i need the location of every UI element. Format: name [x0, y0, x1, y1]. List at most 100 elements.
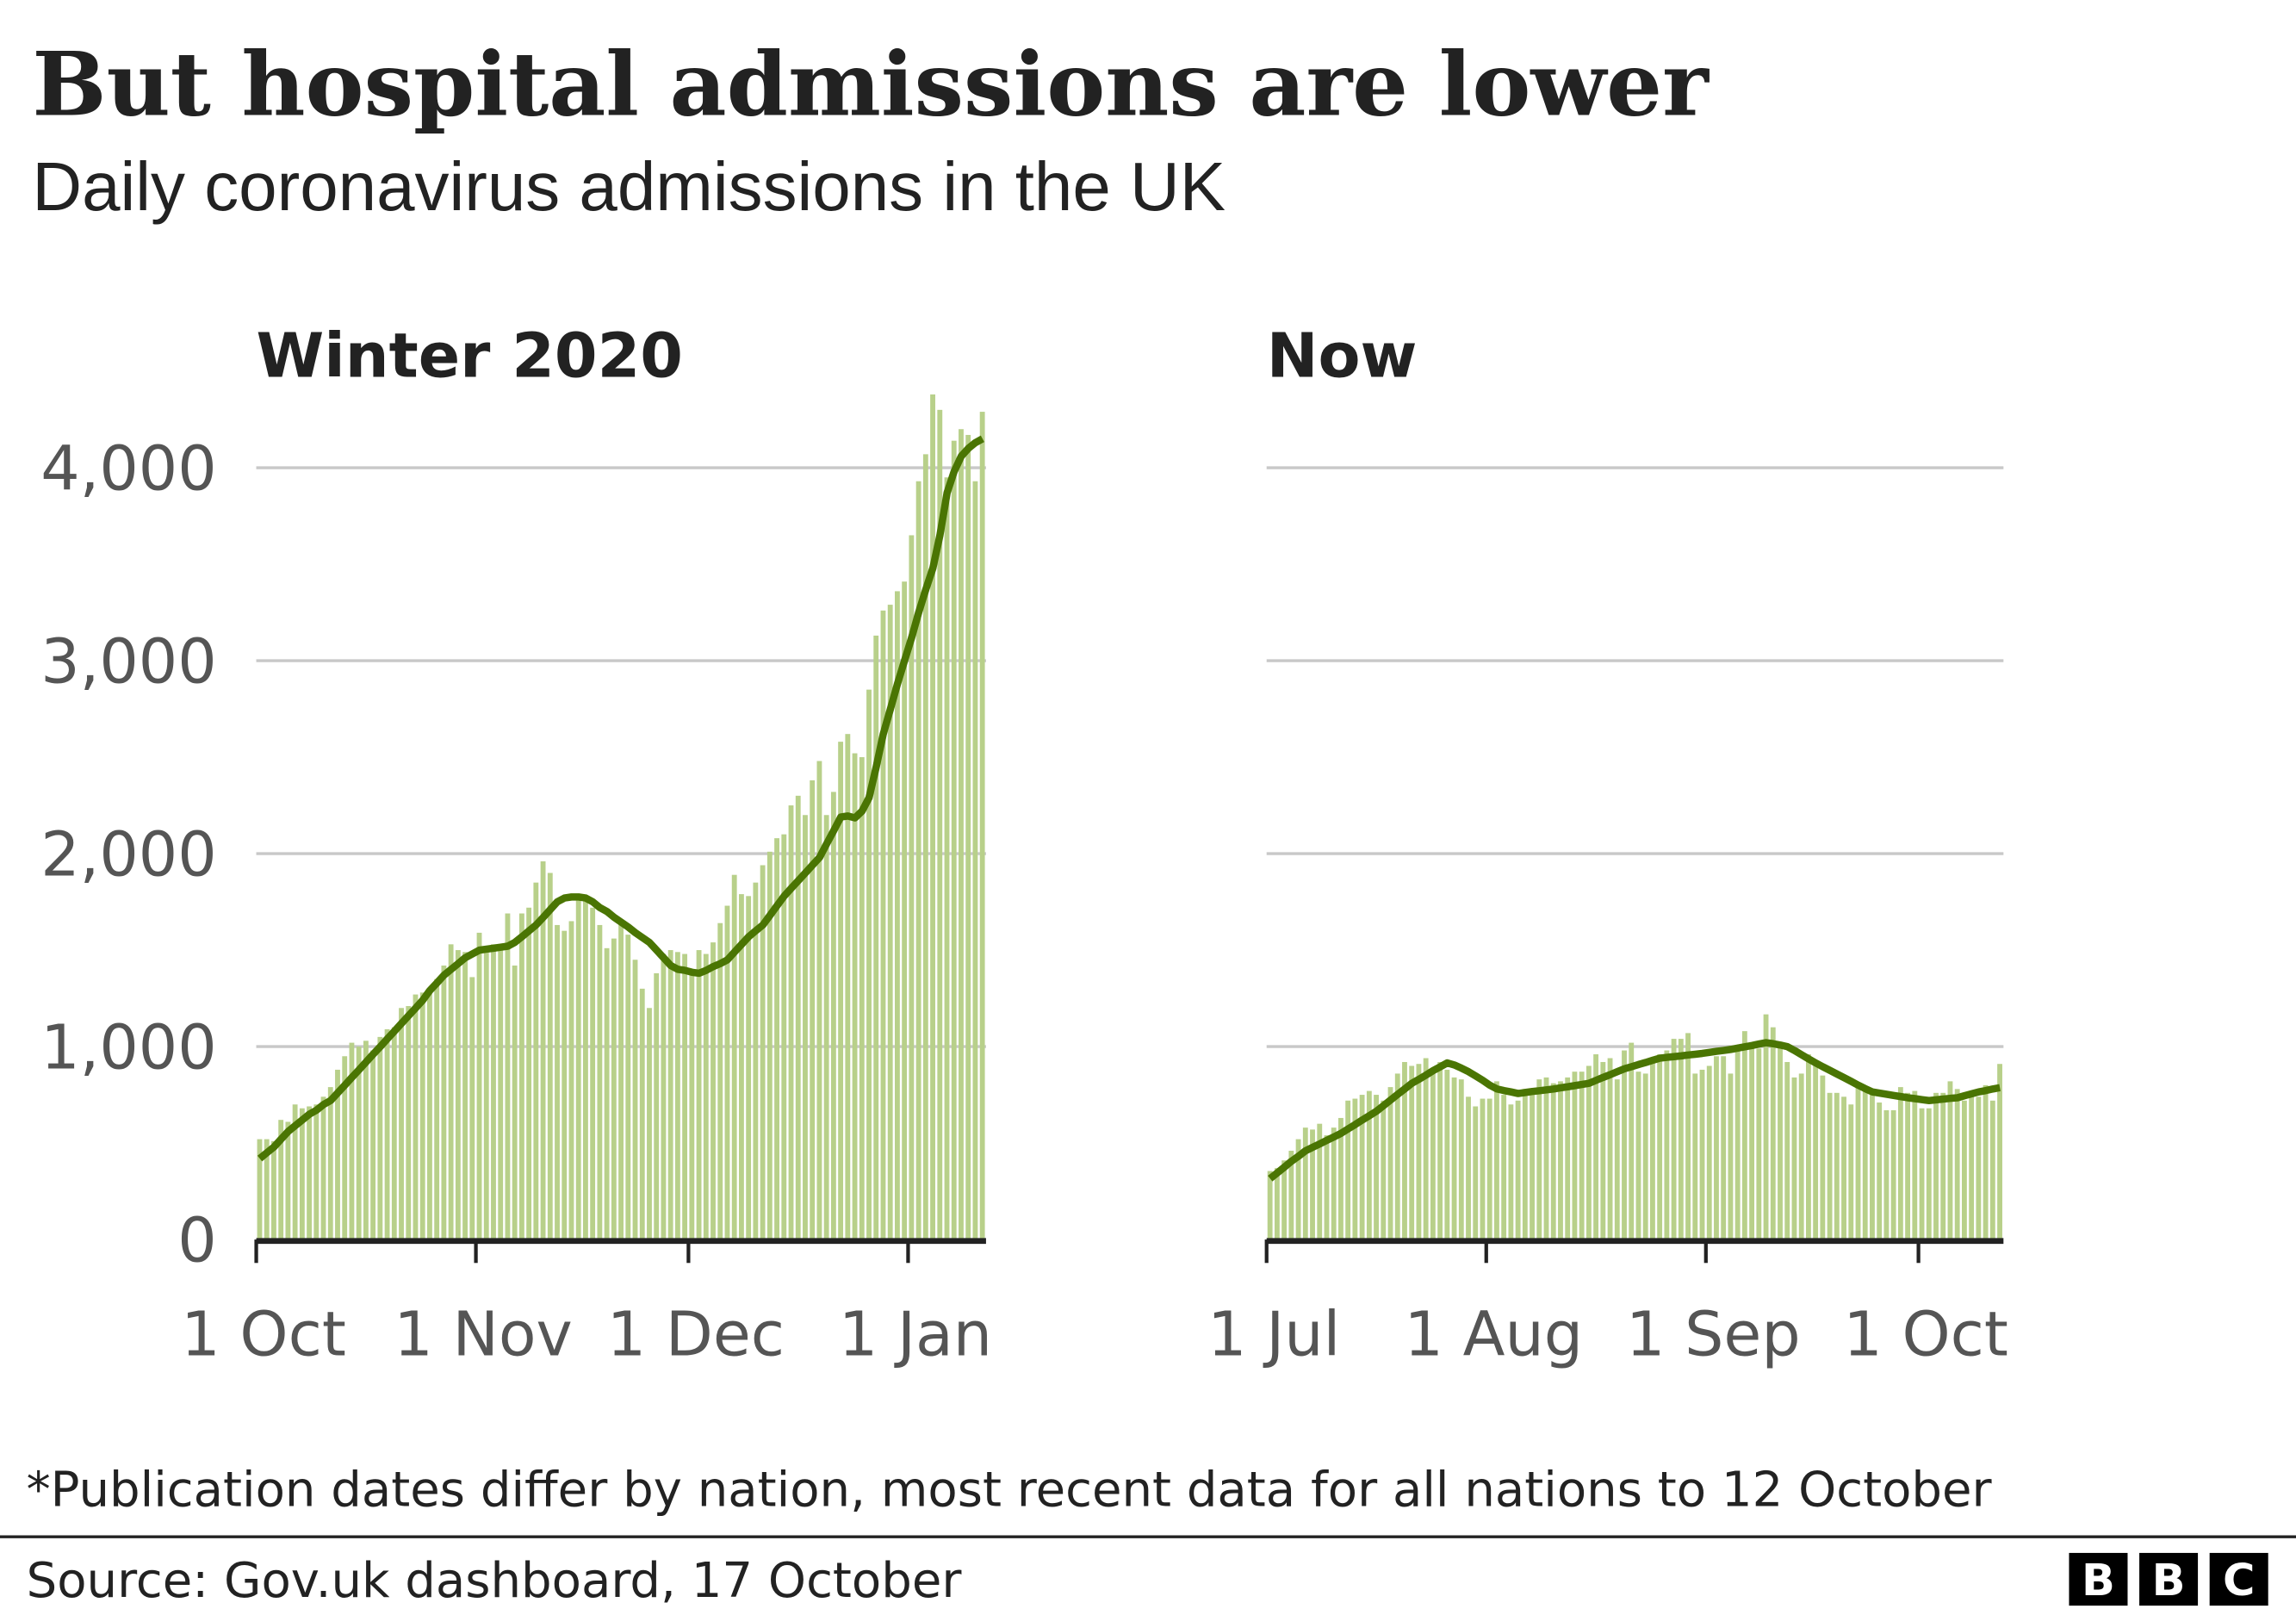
- daily-admissions-bar: [1466, 1096, 1471, 1240]
- daily-admissions-bar: [349, 1042, 355, 1240]
- daily-admissions-bar: [1791, 1077, 1797, 1240]
- daily-admissions-bar: [1734, 1050, 1741, 1240]
- daily-admissions-bar: [448, 944, 454, 1240]
- y-tick-label: 2,000: [40, 819, 216, 891]
- y-tick-label: 1,000: [40, 1012, 216, 1084]
- daily-admissions-bar: [1267, 1171, 1273, 1240]
- daily-admissions-bar: [1834, 1092, 1840, 1240]
- daily-admissions-bar: [1600, 1061, 1606, 1240]
- daily-admissions-bar: [1926, 1108, 1932, 1240]
- daily-admissions-bar: [1905, 1092, 1911, 1240]
- daily-admissions-bar: [562, 930, 568, 1240]
- daily-admissions-bar: [1933, 1092, 1939, 1240]
- daily-admissions-bar: [1565, 1077, 1571, 1240]
- daily-admissions-bar: [505, 913, 511, 1240]
- daily-admissions-bar: [1763, 1014, 1769, 1240]
- daily-admissions-bar: [1728, 1073, 1734, 1240]
- daily-admissions-bar: [1423, 1058, 1429, 1240]
- daily-admissions-bar: [441, 965, 447, 1240]
- daily-admissions-bar: [292, 1104, 298, 1240]
- daily-admissions-bar: [1359, 1095, 1365, 1240]
- daily-admissions-bar: [1416, 1064, 1422, 1240]
- daily-admissions-bar: [1855, 1083, 1861, 1240]
- daily-admissions-bar: [845, 734, 851, 1240]
- daily-admissions-bar: [1374, 1095, 1379, 1240]
- daily-admissions-bar: [1558, 1081, 1563, 1240]
- bbc-logo: B B C: [2069, 1552, 2268, 1606]
- panel-title-now: Now: [1267, 320, 1418, 392]
- daily-admissions-bar: [1614, 1079, 1620, 1240]
- daily-admissions-bar: [391, 1027, 397, 1240]
- x-tick-label: 1 Dec: [607, 1298, 785, 1370]
- daily-admissions-bar: [547, 873, 553, 1240]
- daily-admissions-bar: [590, 907, 596, 1240]
- daily-admissions-bar: [1458, 1079, 1464, 1240]
- daily-admissions-bar: [483, 950, 489, 1240]
- daily-admissions-bar: [1444, 1069, 1450, 1240]
- panel-winter-2020: 1 Oct 1 Nov 1 Dec 1 Jan: [181, 394, 992, 1370]
- daily-admissions-bar: [1983, 1084, 1989, 1240]
- daily-admissions-bar: [661, 953, 667, 1240]
- daily-admissions-bar: [724, 905, 730, 1240]
- daily-admissions-bar: [909, 535, 915, 1240]
- daily-admissions-bar: [1331, 1127, 1337, 1240]
- daily-admissions-bar: [1664, 1050, 1670, 1240]
- daily-admissions-bar: [1671, 1039, 1677, 1240]
- daily-admissions-bar: [1281, 1160, 1288, 1240]
- daily-admissions-bar: [739, 894, 744, 1240]
- daily-admissions-bar: [1721, 1056, 1727, 1240]
- daily-admissions-bar: [731, 874, 737, 1240]
- source-text: Source: Gov.uk dashboard, 17 October: [27, 1553, 963, 1609]
- daily-admissions-bar: [604, 947, 610, 1240]
- daily-admissions-bar: [1714, 1056, 1719, 1240]
- daily-admissions-bar: [1912, 1090, 1918, 1240]
- daily-admissions-bar: [1473, 1106, 1479, 1240]
- daily-admissions-bar: [526, 907, 532, 1240]
- daily-admissions-bar: [1890, 1109, 1896, 1240]
- daily-admissions-bar: [1969, 1092, 1975, 1240]
- daily-admissions-bar: [887, 605, 893, 1240]
- daily-admissions-bar: [1310, 1129, 1315, 1240]
- seven-day-average-line: [257, 435, 984, 1162]
- daily-admissions-bar: [1579, 1071, 1585, 1240]
- daily-admissions-bar: [1841, 1096, 1846, 1240]
- x-tick-label: 1 Aug: [1404, 1298, 1583, 1370]
- daily-admissions-bar: [959, 429, 964, 1240]
- daily-admissions-bar: [1352, 1098, 1358, 1240]
- daily-admissions-bar: [455, 950, 461, 1240]
- daily-admissions-bar: [583, 896, 588, 1240]
- daily-admissions-bar: [1706, 1065, 1712, 1240]
- daily-admissions-bar: [1585, 1065, 1592, 1240]
- daily-admissions-bar: [257, 1139, 263, 1240]
- daily-admissions-bar: [1501, 1095, 1507, 1240]
- daily-admissions-bar: [951, 440, 957, 1240]
- daily-admissions-bar: [1897, 1087, 1903, 1240]
- daily-admissions-bar: [1784, 1061, 1790, 1240]
- daily-admissions-bar: [1622, 1050, 1627, 1240]
- daily-admissions-bar: [915, 481, 922, 1240]
- daily-admissions-bar: [830, 792, 836, 1240]
- daily-admissions-bar: [1997, 1064, 2002, 1240]
- daily-admissions-bar: [639, 988, 645, 1240]
- daily-admissions-bar: [1877, 1103, 1883, 1240]
- daily-admissions-bar: [399, 1008, 404, 1240]
- daily-admissions-bar: [533, 882, 539, 1240]
- daily-admissions-bar: [1522, 1089, 1528, 1240]
- seven-day-average-line: [1268, 1039, 2001, 1182]
- daily-admissions-bar: [1302, 1127, 1308, 1240]
- daily-admissions-bar: [1685, 1033, 1691, 1240]
- daily-admissions-bar: [427, 988, 432, 1240]
- daily-admissions-bar: [462, 952, 468, 1240]
- daily-admissions-bar: [880, 610, 886, 1240]
- daily-admissions-bar: [795, 795, 801, 1240]
- daily-admissions-bar: [1451, 1077, 1457, 1240]
- daily-admissions-bar: [1642, 1073, 1648, 1240]
- daily-admissions-bar: [760, 865, 766, 1240]
- daily-admissions-bar: [1387, 1087, 1393, 1240]
- daily-admissions-bar: [1699, 1069, 1705, 1240]
- daily-admissions-bar: [1394, 1073, 1400, 1240]
- daily-admissions-bar: [979, 412, 985, 1240]
- daily-admissions-bar: [413, 994, 419, 1240]
- daily-admissions-bar: [1883, 1109, 1890, 1240]
